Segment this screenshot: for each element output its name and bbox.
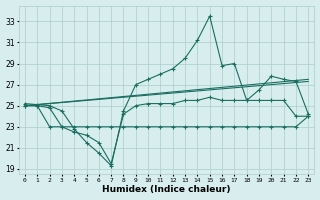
X-axis label: Humidex (Indice chaleur): Humidex (Indice chaleur) [102, 185, 231, 194]
